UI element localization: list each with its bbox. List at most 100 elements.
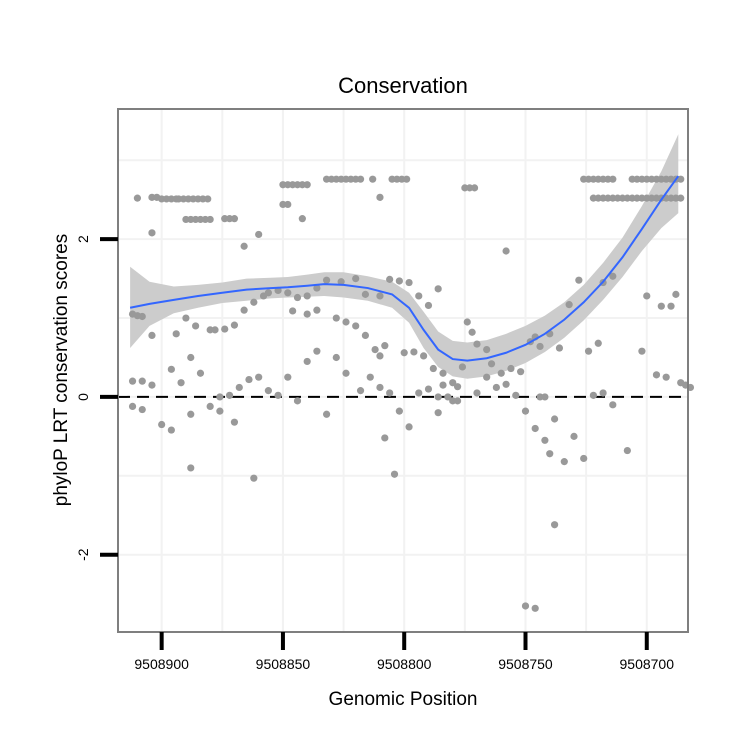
- data-point: [458, 363, 467, 371]
- data-point: [332, 353, 340, 362]
- data-point: [550, 415, 559, 423]
- data-point: [403, 175, 411, 183]
- data-point: [138, 377, 146, 385]
- data-point: [211, 326, 219, 334]
- data-point: [172, 330, 180, 338]
- data-point: [337, 278, 345, 286]
- data-point: [395, 407, 403, 415]
- data-point: [240, 306, 248, 314]
- data-point: [420, 352, 428, 360]
- data-point: [245, 375, 253, 384]
- data-point: [221, 325, 229, 333]
- data-point: [589, 391, 598, 399]
- data-point: [652, 371, 661, 379]
- data-point: [390, 470, 399, 478]
- data-point: [386, 389, 394, 397]
- data-point: [352, 322, 360, 330]
- data-point: [264, 387, 272, 395]
- data-point: [356, 175, 365, 183]
- data-point: [187, 410, 195, 418]
- data-point: [284, 200, 292, 209]
- data-points: [128, 175, 695, 612]
- data-point: [657, 302, 665, 310]
- data-point: [395, 277, 403, 285]
- data-point: [371, 345, 379, 354]
- data-point: [187, 353, 195, 362]
- data-point: [487, 360, 496, 368]
- data-point: [284, 373, 292, 381]
- data-point: [502, 380, 510, 388]
- data-point: [148, 229, 156, 237]
- data-point: [303, 357, 311, 366]
- data-point: [570, 432, 578, 440]
- data-point: [148, 331, 156, 339]
- data-point: [546, 450, 554, 458]
- data-point: [575, 276, 583, 284]
- y-tick-label: -2: [75, 548, 91, 561]
- data-point: [196, 369, 205, 377]
- data-point: [502, 247, 510, 255]
- data-point: [274, 391, 282, 399]
- data-point: [284, 289, 292, 297]
- data-point: [322, 276, 331, 284]
- data-point: [662, 373, 670, 381]
- data-point: [555, 344, 564, 352]
- data-point: [623, 446, 631, 455]
- data-point: [381, 342, 389, 350]
- data-point: [468, 328, 476, 336]
- data-point: [453, 383, 462, 391]
- data-point: [235, 383, 243, 392]
- data-point: [429, 364, 437, 373]
- data-point: [167, 426, 175, 434]
- x-tick-label: 9508850: [256, 656, 311, 672]
- data-point: [303, 292, 311, 300]
- data-point: [672, 290, 680, 298]
- data-point: [594, 339, 602, 347]
- data-point: [463, 318, 471, 326]
- data-point: [322, 410, 331, 418]
- data-point: [531, 424, 539, 433]
- data-point: [216, 393, 224, 401]
- data-point: [230, 418, 239, 426]
- data-point: [230, 215, 239, 223]
- data-point: [521, 407, 530, 415]
- data-point: [580, 454, 588, 463]
- data-point: [303, 181, 311, 189]
- data-point: [352, 275, 360, 283]
- data-point: [449, 379, 457, 387]
- data-point: [541, 393, 549, 401]
- data-point: [677, 175, 685, 183]
- data-point: [584, 347, 593, 355]
- data-point: [250, 298, 258, 306]
- data-point: [293, 397, 302, 405]
- data-point: [206, 215, 214, 224]
- data-point: [138, 405, 146, 414]
- x-tick-label: 9508900: [134, 656, 189, 672]
- data-point: [541, 436, 549, 444]
- data-point: [293, 293, 302, 302]
- data-point: [361, 331, 370, 339]
- data-point: [492, 383, 500, 392]
- data-point: [434, 285, 442, 293]
- data-point: [298, 215, 306, 223]
- data-point: [507, 364, 515, 373]
- data-point: [250, 474, 258, 482]
- data-point: [410, 348, 418, 356]
- data-point: [376, 352, 384, 360]
- data-point: [255, 373, 263, 381]
- data-point: [434, 409, 442, 417]
- data-point: [473, 389, 481, 397]
- data-point: [230, 321, 239, 329]
- data-point: [361, 290, 370, 298]
- data-point: [453, 397, 462, 405]
- data-point: [386, 275, 394, 283]
- confidence-band: [130, 134, 679, 379]
- data-point: [128, 377, 137, 385]
- data-point: [415, 292, 423, 300]
- data-point: [667, 302, 675, 310]
- data-point: [536, 342, 544, 351]
- data-point: [138, 312, 146, 321]
- y-tick-label: 0: [75, 393, 91, 401]
- data-point: [405, 423, 413, 431]
- data-point: [444, 393, 452, 401]
